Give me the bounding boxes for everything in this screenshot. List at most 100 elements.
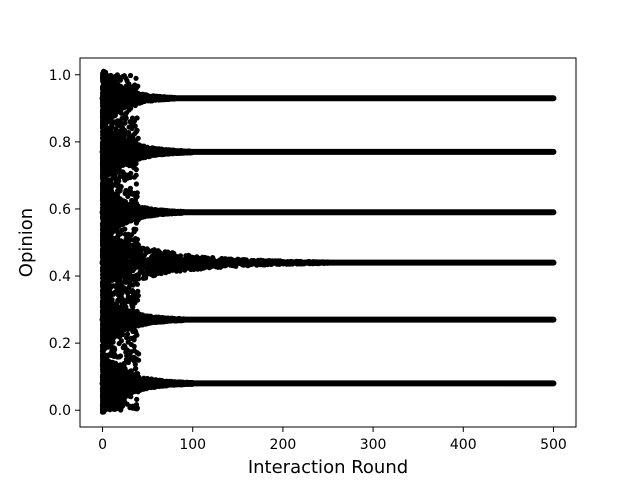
data-point — [127, 119, 134, 125]
data-point — [108, 351, 114, 357]
data-point — [131, 242, 137, 248]
data-point — [133, 226, 139, 232]
data-point — [137, 215, 143, 221]
data-point — [108, 228, 114, 234]
data-point — [134, 332, 140, 338]
data-point — [210, 255, 216, 261]
data-point — [124, 215, 130, 221]
data-point — [182, 267, 188, 273]
data-point — [165, 249, 171, 255]
data-point — [129, 101, 135, 107]
data-point — [118, 406, 124, 412]
data-point — [133, 181, 139, 187]
data-point — [121, 170, 127, 176]
data-point — [113, 163, 119, 169]
data-point — [113, 75, 119, 81]
data-point — [101, 122, 107, 128]
data-point — [110, 235, 116, 241]
data-point — [102, 190, 108, 196]
data-point — [131, 118, 138, 124]
data-point — [109, 344, 115, 350]
data-point — [116, 108, 122, 114]
data-point — [119, 227, 125, 233]
data-point — [118, 338, 124, 344]
data-point — [108, 189, 114, 195]
data-point — [192, 265, 198, 271]
data-point — [118, 141, 124, 148]
data-point — [134, 281, 140, 287]
data-point — [101, 68, 107, 74]
data-point — [100, 223, 106, 229]
data-point — [114, 158, 120, 164]
data-point — [102, 163, 108, 169]
data-point — [134, 350, 140, 356]
data-point — [113, 180, 119, 186]
data-point — [114, 134, 120, 140]
data-point — [101, 136, 107, 142]
data-point — [131, 343, 137, 349]
data-point — [133, 166, 139, 173]
data-point — [125, 290, 131, 296]
data-point — [115, 83, 121, 89]
data-point — [110, 167, 116, 174]
data-point — [107, 90, 113, 96]
data-point — [105, 233, 111, 239]
data-point — [103, 168, 109, 174]
data-point — [101, 77, 108, 83]
data-point — [132, 123, 138, 129]
data-point — [122, 199, 128, 206]
data-point — [101, 197, 107, 203]
data-point — [101, 157, 108, 163]
data-point — [110, 85, 116, 91]
data-point — [127, 72, 134, 79]
data-point — [128, 141, 135, 147]
data-point — [109, 77, 115, 83]
data-point — [115, 189, 121, 196]
data-point — [129, 355, 135, 361]
data-point — [100, 182, 106, 188]
data-point — [127, 156, 133, 162]
data-point — [132, 190, 138, 196]
data-point — [108, 219, 114, 226]
data-point — [109, 111, 115, 117]
data-point — [109, 139, 115, 145]
data-point — [120, 85, 126, 91]
data-point — [106, 199, 112, 205]
data-point — [128, 170, 134, 176]
data-point — [130, 405, 136, 411]
data-point — [136, 357, 142, 363]
data-point — [109, 159, 115, 165]
data-point — [100, 233, 106, 240]
data-point — [126, 130, 132, 136]
data-point — [111, 197, 117, 203]
data-point — [102, 216, 109, 222]
data-point — [132, 82, 138, 88]
data-point — [123, 346, 129, 352]
data-point — [125, 193, 131, 199]
data-point — [133, 75, 139, 81]
data-point — [130, 304, 136, 310]
data-point — [124, 353, 130, 359]
data-point — [114, 354, 121, 360]
data-point — [115, 291, 121, 298]
data-point — [106, 106, 112, 112]
data-point — [134, 396, 140, 402]
data-point — [122, 231, 128, 237]
data-point — [107, 127, 113, 133]
data-point — [126, 135, 133, 141]
data-point — [124, 335, 130, 341]
data-point — [122, 298, 128, 304]
data-point — [131, 162, 137, 168]
data-point — [129, 288, 136, 294]
data-point — [99, 143, 106, 149]
data-point — [117, 77, 123, 83]
data-point — [122, 120, 128, 126]
data-point — [130, 282, 136, 288]
plot-area — [99, 68, 557, 415]
data-point — [128, 349, 134, 355]
data-point — [121, 398, 127, 404]
data-point — [121, 127, 127, 133]
data-point — [122, 113, 128, 119]
data-point — [134, 292, 140, 298]
data-point — [106, 102, 112, 108]
